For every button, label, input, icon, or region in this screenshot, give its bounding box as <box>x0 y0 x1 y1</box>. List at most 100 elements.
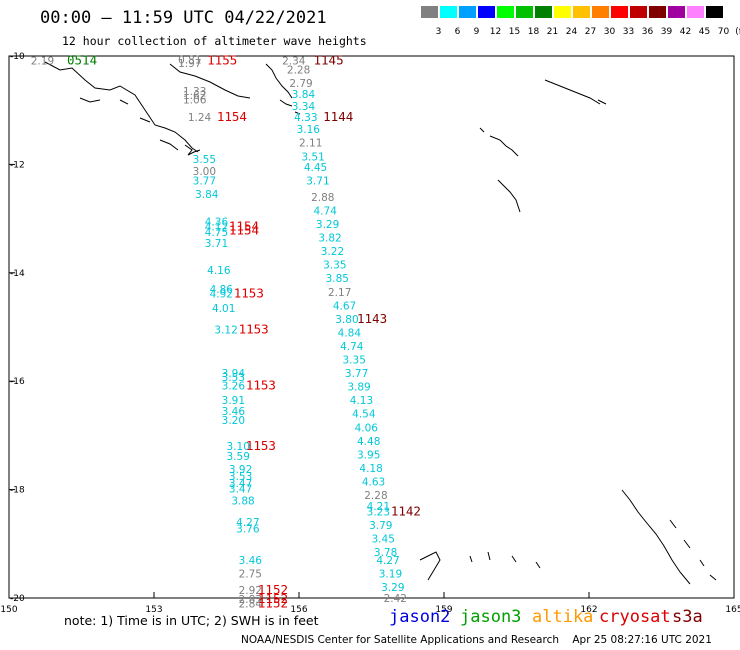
observation-time-label: 1155 <box>207 52 237 67</box>
scale-swatch <box>421 6 438 18</box>
scale-swatch <box>592 6 609 18</box>
lon-label: 156 <box>290 605 307 615</box>
observation-time-label: 1153 <box>246 438 276 453</box>
scale-label: 12 <box>489 27 502 37</box>
wave-height-value: 1.97 <box>178 58 201 70</box>
wave-height-value: 1.62 <box>183 90 206 102</box>
coastline-new-guinea-north <box>169 63 251 99</box>
wave-height-value: 3.55 <box>193 154 216 166</box>
scale-label: 70 <box>717 27 730 37</box>
wave-height-value: 3.53 <box>222 372 245 384</box>
wave-height-value: 3.16 <box>297 124 321 136</box>
wave-height-value: 2.83 <box>239 594 262 606</box>
wave-height-value: 3.35 <box>343 355 366 367</box>
lat-label: -20 <box>10 594 25 604</box>
wave-height-value: 2.42 <box>384 593 407 605</box>
lat-label: -14 <box>10 269 25 279</box>
observation-time-label: 1154 <box>217 109 247 124</box>
scale-swatch <box>554 6 571 18</box>
scale-swatch <box>516 6 533 18</box>
wave-height-value: 3.53 <box>229 471 252 483</box>
scale-swatch <box>611 6 628 18</box>
wave-height-value: 3.94 <box>222 368 246 380</box>
scale-label: 24 <box>565 27 578 37</box>
wave-height-value: 3.79 <box>369 520 392 532</box>
wave-height-value: 2.11 <box>299 138 322 150</box>
wave-height-value: 3.85 <box>326 273 349 285</box>
wave-height-value: 3.47 <box>229 478 252 490</box>
scale-label: 42 <box>679 27 692 37</box>
legend-s3a: s3a <box>672 607 703 627</box>
wave-height-value: 3.19 <box>379 569 402 581</box>
observation-time-label: 1153 <box>234 285 264 300</box>
wave-height-value: 3.34 <box>292 101 316 113</box>
wave-height-value: 4.16 <box>207 265 231 277</box>
observation-time-label: 1144 <box>323 109 353 124</box>
wave-height-value: 3.47 <box>229 484 252 496</box>
wave-height-value: 2.84 <box>239 598 263 610</box>
lat-label: -10 <box>10 52 25 62</box>
lon-label: 153 <box>145 605 162 615</box>
wave-height-value: 3.77 <box>193 176 216 188</box>
wave-height-value: 2.28 <box>287 65 310 77</box>
observation-time-label: 1143 <box>357 311 387 326</box>
wave-height-value: 4.13 <box>350 395 373 407</box>
wave-height-value: 4.75 <box>205 227 228 239</box>
wave-height-value: 2.28 <box>364 490 387 502</box>
scale-swatch <box>535 6 552 18</box>
footer-credit: NOAA/NESDIS Center for Satellite Applica… <box>241 634 712 646</box>
wave-height-value: 3.80 <box>335 314 358 326</box>
map-title: 00:00 — 11:59 UTC 04/22/2021 <box>40 8 327 28</box>
wave-height-value: 4.45 <box>304 162 327 174</box>
coastline-new-guinea-east <box>44 61 199 153</box>
wave-height-value: 2.19 <box>31 55 54 67</box>
observation-time-label: 1153 <box>246 378 276 393</box>
scale-swatch <box>459 6 476 18</box>
wave-height-value: 2.17 <box>328 287 351 299</box>
lat-label: -18 <box>10 486 25 496</box>
wave-height-value: 3.88 <box>231 495 254 507</box>
wave-height-value: 3.26 <box>222 381 246 393</box>
coastline-solomons-b <box>544 79 607 105</box>
wave-height-value: 4.86 <box>210 284 234 296</box>
wave-height-value: 3.71 <box>205 238 228 250</box>
wave-height-value: 4.74 <box>340 341 364 353</box>
wave-height-value: 3.00 <box>193 166 216 178</box>
longitude-labels: 150 153 156 159 162 165 <box>0 605 740 615</box>
wave-height-value: 2.75 <box>239 569 262 581</box>
scale-unit: (ft) <box>735 27 740 37</box>
coastline-louisiade <box>184 144 201 156</box>
scale-label: 3 <box>435 27 442 37</box>
coastline-vanuatu-a <box>479 127 519 157</box>
scale-swatch <box>687 6 704 18</box>
coastline-new-caledonia <box>621 489 691 585</box>
wave-height-value: 3.29 <box>381 582 404 594</box>
wave-height-value: 3.46 <box>239 555 263 567</box>
scale-swatch <box>668 6 685 18</box>
coastlines <box>44 61 717 585</box>
scale-label: 27 <box>584 27 597 37</box>
wave-height-value: 3.82 <box>318 233 341 245</box>
observation-time-label: 0514 <box>67 52 97 67</box>
wave-height-value: 3.78 <box>374 547 397 559</box>
observation-time-label: 1142 <box>391 503 421 518</box>
scale-label: 45 <box>698 27 711 37</box>
coastline-bougainville <box>265 63 293 99</box>
wave-height-value: 3.95 <box>357 449 380 461</box>
wave-height-value: 2.34 <box>282 55 306 67</box>
scale-label: 18 <box>527 27 540 37</box>
axis-ticks <box>8 55 735 599</box>
wave-height-value: 4.27 <box>236 517 259 529</box>
scale-label: 36 <box>641 27 654 37</box>
wave-height-value: 3.92 <box>229 464 252 476</box>
scale-label: 21 <box>546 27 559 37</box>
wave-height-value: 3.91 <box>222 395 245 407</box>
wave-height-value: 3.10 <box>227 441 250 453</box>
scale-label: 9 <box>473 27 480 37</box>
wave-height-value: 3.76 <box>236 524 260 536</box>
wave-height-value: 3.84 <box>195 189 219 201</box>
lon-label: 162 <box>580 605 597 615</box>
